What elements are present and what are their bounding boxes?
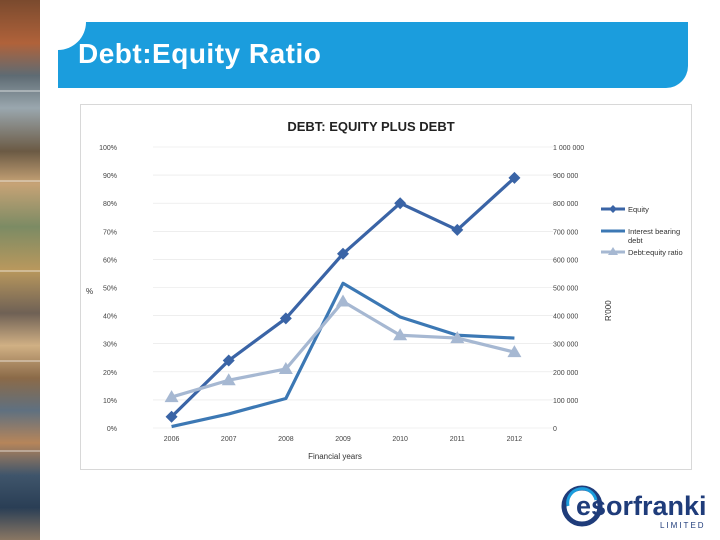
x-axis-ticks: 2006 2007 2008 2009 2010 2011 2012: [164, 436, 523, 443]
right-tick-label: 500 000: [553, 286, 578, 293]
data-point-triangle: [164, 390, 179, 403]
left-tick-label: 100%: [99, 145, 117, 152]
right-tick-label: 700 000: [553, 229, 578, 236]
x-axis-label: Financial years: [308, 452, 362, 461]
legend-swatch-marker: [608, 247, 618, 255]
data-point-diamond: [165, 410, 178, 423]
right-tick-label: 300 000: [553, 342, 578, 349]
x-tick-label: 2008: [278, 436, 294, 443]
right-tick-label: 1 000 000: [553, 145, 584, 152]
legend-label-line: debt: [628, 236, 644, 245]
slide-title: Debt:Equity Ratio: [78, 38, 322, 69]
logo-subtitle: LIMITED: [660, 521, 706, 530]
left-tick-label: 40%: [103, 314, 117, 321]
title-bar: [58, 22, 688, 88]
right-tick-label: 600 000: [553, 257, 578, 264]
legend: Equity Interest bearing debt Debt:equity ra…: [601, 205, 683, 257]
legend-label-line: Interest bearing: [628, 227, 680, 236]
series-layer: [164, 171, 522, 429]
x-tick-label: 2012: [507, 436, 523, 443]
data-point-diamond: [337, 247, 349, 260]
data-point-diamond: [279, 312, 292, 325]
data-point-diamond: [394, 197, 407, 210]
right-tick-label: 0: [553, 426, 557, 433]
left-tick-label: 10%: [103, 398, 117, 405]
x-tick-label: 2007: [221, 436, 237, 443]
left-axis-ticks: 0% 10% 20% 30% 40% 50% 60% 70% 80% 90% 100%: [99, 145, 117, 433]
data-point-diamond: [222, 354, 235, 367]
left-tick-label: 30%: [103, 342, 117, 349]
right-axis-ticks: 0 100 000 200 000 300 000 400 000 500 000 600 …: [553, 145, 584, 433]
legend-label: Equity: [628, 205, 649, 214]
data-point-triangle: [336, 294, 350, 307]
data-point-diamond: [508, 171, 521, 184]
legend-swatch-marker: [609, 205, 617, 213]
x-tick-label: 2011: [450, 436, 465, 443]
y-axis-label-right: R'000: [604, 300, 613, 321]
x-tick-label: 2009: [335, 436, 351, 443]
logo-wordmark: esorfranki: [576, 491, 707, 521]
chart-svg: DEBT: EQUITY PLUS DEBT 0% 10% 20% 30% 40% 50%…: [86, 119, 683, 461]
data-point-triangle: [278, 361, 293, 374]
left-tick-label: 80%: [103, 201, 117, 208]
left-tick-label: 60%: [103, 257, 117, 264]
x-tick-label: 2006: [164, 436, 180, 443]
data-point-triangle: [221, 373, 236, 386]
right-tick-label: 800 000: [553, 201, 578, 208]
data-point-diamond: [451, 223, 464, 236]
right-tick-label: 200 000: [553, 370, 578, 377]
y-axis-label-left: %: [86, 287, 93, 296]
right-tick-label: 900 000: [553, 173, 578, 180]
legend-label: Debt:equity ratio: [628, 248, 683, 257]
company-logo: esorfranki LIMITED: [560, 482, 710, 534]
legend-label: Interest bearing debt: [628, 227, 680, 245]
left-tick-label: 90%: [103, 173, 117, 180]
left-tick-label: 20%: [103, 370, 117, 377]
chart-title: DEBT: EQUITY PLUS DEBT: [287, 119, 454, 134]
data-point-triangle: [507, 345, 522, 358]
left-tick-label: 0%: [107, 426, 117, 433]
data-point-triangle: [450, 331, 465, 344]
data-point-triangle: [393, 328, 408, 341]
left-tick-label: 50%: [103, 286, 117, 293]
x-tick-label: 2010: [392, 436, 408, 443]
chart-frame: DEBT: EQUITY PLUS DEBT 0% 10% 20% 30% 40% 50%…: [80, 104, 692, 470]
side-photo-strip: [0, 0, 40, 540]
left-tick-label: 70%: [103, 229, 117, 236]
right-tick-label: 400 000: [553, 314, 578, 321]
right-tick-label: 100 000: [553, 398, 578, 405]
